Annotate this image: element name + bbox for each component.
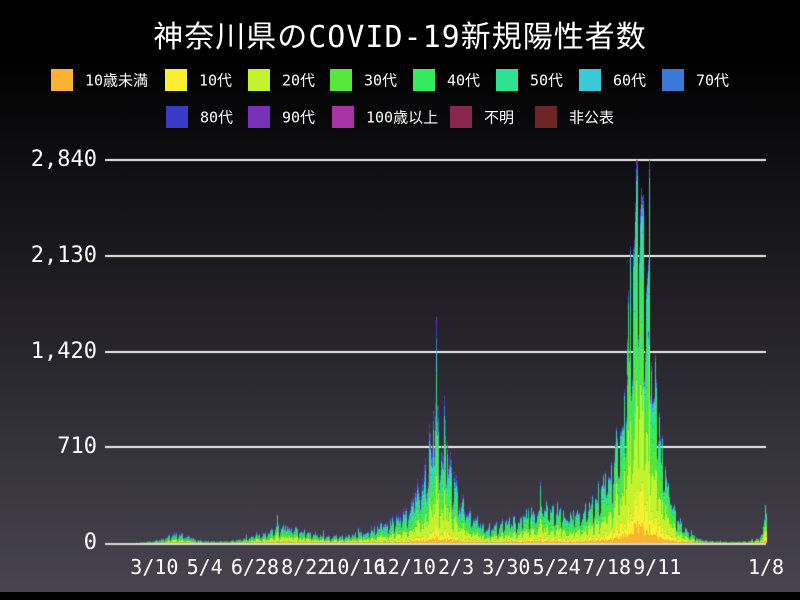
y-tick-label: 1,420 [30,338,97,364]
legend-color-chip [51,69,73,91]
legend-color-chip [166,106,188,128]
legend-color-chip [165,69,187,91]
legend-label: 80代 [200,108,234,127]
legend-color-chip [579,69,601,91]
y-tick-label: 2,130 [30,242,97,268]
x-tick-label: 12/10 [375,555,436,579]
y-tick-label: 0 [83,530,97,555]
y-tick-label: 710 [57,434,97,460]
legend-color-chip [332,106,354,128]
legend-label: 10代 [199,71,233,90]
y-tick-label: 2,840 [30,147,97,172]
legend-label: 不明 [484,108,515,127]
page-title: 神奈川県のCOVID-19新規陽性者数 [153,20,647,55]
legend-label: 60代 [613,71,647,90]
legend-color-chip [413,69,435,91]
legend-color-chip [450,106,472,128]
x-tick-label: 10/16 [325,555,386,579]
legend-label: 40代 [447,71,481,90]
x-tick-label: 3/30 [482,555,531,579]
legend-color-chip [535,106,557,128]
x-tick-label: 1/8 [747,555,785,579]
legend-label: 50代 [530,71,564,90]
x-tick-label: 2/3 [438,555,475,579]
x-tick-label: 3/10 [130,555,179,579]
legend-label: 100歳以上 [366,108,439,127]
legend-color-chip [496,69,518,91]
x-tick-label: 5/24 [532,555,581,579]
x-tick-label: 8/22 [281,555,330,579]
x-tick-label: 9/11 [633,555,682,579]
legend-label: 非公表 [569,108,615,127]
legend-color-chip [248,69,270,91]
legend-label: 10歳未満 [85,71,149,90]
x-tick-label: 5/4 [186,555,223,579]
legend-label: 30代 [364,71,398,90]
x-tick-label: 6/28 [230,555,280,579]
legend-label: 70代 [696,71,730,90]
legend-color-chip [248,106,270,128]
legend-label: 90代 [282,108,316,127]
legend-label: 20代 [282,71,316,90]
legend-color-chip [662,69,684,91]
legend-color-chip [330,69,352,91]
x-tick-label: 7/18 [582,555,631,579]
